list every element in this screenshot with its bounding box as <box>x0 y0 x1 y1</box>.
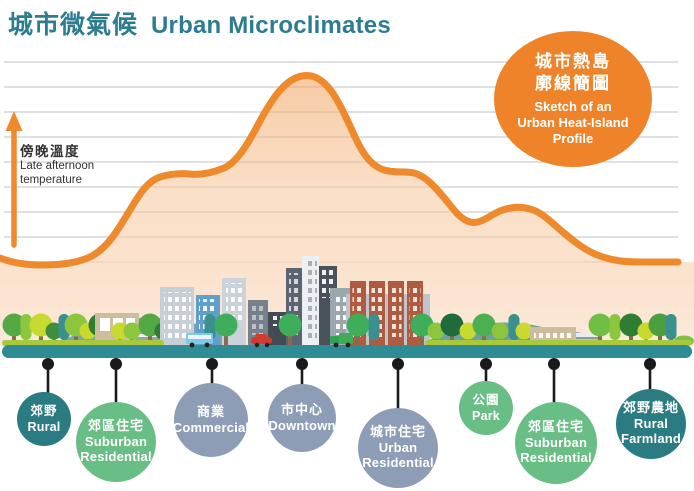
zone-label-zh: 郊野農地 <box>622 400 679 416</box>
zone-label-en: Rural <box>633 416 669 432</box>
zone-circle-suburban-residential-2: 郊區住宅 Suburban Residential <box>515 402 597 484</box>
zone-pins <box>42 358 656 410</box>
pin-rural-farmland <box>644 358 656 391</box>
badge-title-en-3: Profile <box>552 131 594 147</box>
zone-label-en: Residential <box>520 449 592 465</box>
zone-label-en: Residential <box>80 448 152 464</box>
heat-profile-curve <box>0 72 682 269</box>
zone-label-zh: 公園 <box>472 393 500 408</box>
zone-circle-urban-residential: 城市住宅 Urban Residential <box>358 408 438 488</box>
heat-island-badge: 城市熱島 廓線簡圖 Sketch of an Urban Heat-Island… <box>494 31 652 167</box>
car-icon <box>251 334 272 348</box>
y-axis-label-zh: 傍晚溫度 <box>20 144 80 159</box>
zone-label-zh: 郊野 <box>30 404 58 419</box>
grass-strip-right <box>425 340 692 346</box>
zone-label-en: Suburban <box>84 434 148 450</box>
pin-park <box>480 358 492 383</box>
pin-commercial <box>206 358 218 385</box>
zone-label-en: Farmland <box>620 430 682 446</box>
pin-rural <box>42 358 54 394</box>
pin-suburban-2 <box>548 358 560 404</box>
temperature-axis-arrow <box>5 111 23 248</box>
page-title: 城市微氣候 Urban Microclimates <box>8 5 391 41</box>
zone-circle-commercial: 商業 Commercial <box>172 383 250 457</box>
pin-downtown <box>296 358 308 386</box>
pin-urban-residential <box>392 358 404 410</box>
zone-label-zh: 商業 <box>196 403 225 419</box>
ground-strip <box>2 345 692 358</box>
zone-circle-downtown: 市中心 Downtown <box>268 384 336 452</box>
zone-circle-park: 公園 Park <box>459 381 513 435</box>
zone-label-en: Residential <box>362 454 434 470</box>
zone-label-en: Rural <box>27 419 61 434</box>
zone-label-zh: 郊區住宅 <box>527 419 584 435</box>
truck-icon <box>330 333 353 348</box>
page-title-zh: 城市微氣候 <box>8 11 139 39</box>
heat-profile-fill <box>0 75 694 346</box>
badge-title-en-1: Sketch of an <box>534 99 612 115</box>
zone-circle-suburban-residential-1: 郊區住宅 Suburban Residential <box>76 402 156 482</box>
zone-label-en: Downtown <box>268 417 336 433</box>
grass-strip-left <box>2 340 164 346</box>
zone-circle-rural: 郊野 Rural <box>17 392 71 446</box>
zone-label-zh: 城市住宅 <box>369 424 426 440</box>
zone-label-en: Urban <box>378 440 418 456</box>
badge-title-en-2: Urban Heat-Island <box>517 115 629 131</box>
skyline <box>2 256 694 358</box>
pin-suburban-1 <box>110 358 122 404</box>
badge-title-zh-2: 廓線簡圖 <box>535 74 611 94</box>
zone-label-en: Commercial <box>172 419 250 435</box>
zone-label-zh: 郊區住宅 <box>87 418 144 434</box>
zone-label-en: Park <box>472 408 500 423</box>
page-title-en: Urban Microclimates <box>151 12 391 39</box>
badge-title-zh-1: 城市熱島 <box>535 52 611 72</box>
y-axis-label-en-2: temperature <box>20 173 83 186</box>
zone-label-zh: 市中心 <box>280 401 323 417</box>
zone-label-en: Suburban <box>524 435 588 451</box>
y-axis-label: 傍晚溫度 Late afternoon temperature <box>20 140 94 187</box>
y-axis-label-en-1: Late afternoon <box>20 160 95 172</box>
zone-circle-rural-farmland: 郊野農地 Rural Farmland <box>616 389 686 459</box>
bus-icon <box>186 333 213 348</box>
